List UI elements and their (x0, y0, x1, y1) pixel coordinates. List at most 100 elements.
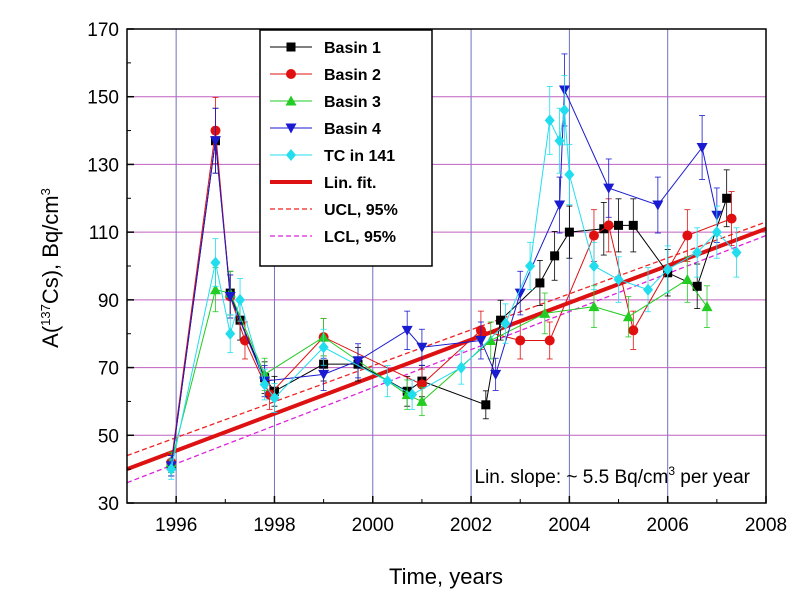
fit-line (126, 226, 767, 472)
data-point (652, 200, 664, 211)
data-point (235, 293, 246, 306)
data-point (614, 220, 624, 230)
data-point (416, 342, 428, 353)
fit-line (126, 234, 767, 484)
legend-marker (285, 123, 297, 134)
x-tick-label: 2002 (450, 515, 492, 536)
data-point (544, 114, 555, 127)
legend-label: Basin 1 (324, 40, 381, 57)
data-point (269, 392, 280, 405)
x-tick-label: 2008 (745, 515, 787, 536)
data-point (539, 307, 551, 318)
y-tick-label: 110 (89, 223, 119, 244)
y-tick-label: 170 (87, 20, 119, 41)
data-point (382, 375, 393, 388)
x-tick-label: 1998 (253, 515, 295, 536)
data-point (613, 273, 624, 286)
data-point (588, 301, 600, 312)
data-point (588, 230, 599, 241)
legend-label: TC in 141 (324, 148, 395, 165)
data-point (682, 230, 693, 241)
data-point (210, 256, 221, 269)
fit-lines (126, 221, 767, 484)
data-point (401, 325, 413, 336)
series-basin-4 (165, 53, 723, 477)
data-point (500, 317, 511, 330)
fit-line (126, 221, 767, 457)
data-point (318, 341, 329, 354)
data-point (535, 278, 545, 288)
data-point (209, 284, 221, 295)
legend-label: UCL, 95% (324, 202, 398, 219)
data-point (628, 325, 639, 336)
y-tick-label: 90 (98, 291, 119, 312)
legend-label: LCL, 95% (324, 229, 396, 246)
data-point (554, 200, 566, 211)
legend-box (259, 29, 433, 267)
data-point (662, 263, 673, 276)
data-point (514, 288, 526, 299)
data-point (692, 281, 702, 291)
data-point (692, 246, 703, 259)
x-tick-label: 2000 (352, 515, 394, 536)
data-point (731, 246, 742, 259)
legend-marker (286, 69, 296, 79)
data-point (554, 134, 565, 147)
data-point (701, 301, 713, 312)
data-point (407, 388, 418, 401)
data-point (209, 136, 221, 147)
legend-label: Basin 3 (324, 94, 381, 111)
series-points (165, 53, 742, 480)
data-point (224, 291, 236, 302)
data-point (559, 104, 570, 117)
x-tick-label: 2004 (548, 515, 591, 536)
data-point (525, 260, 536, 272)
data-point (485, 334, 497, 345)
y-axis-title: A(137Cs), Bq/cm3 (38, 188, 63, 348)
data-point (711, 226, 722, 239)
slope-annotation: Lin. slope: ~ 5.5 Bq/cm3 per year (475, 464, 751, 488)
legend-marker (286, 149, 296, 161)
data-point (696, 143, 708, 153)
data-point (643, 283, 654, 296)
data-point (490, 369, 502, 380)
data-point (628, 220, 638, 230)
data-point (225, 327, 236, 340)
data-point (564, 168, 575, 181)
data-point (550, 251, 560, 261)
legend-label: Lin. fit. (324, 175, 376, 192)
data-point (496, 315, 506, 325)
x-tick-label: 2006 (647, 515, 689, 536)
data-point (166, 463, 177, 476)
legend-label: Basin 4 (324, 121, 381, 138)
data-point (259, 378, 270, 391)
data-point (603, 220, 614, 231)
data-point (722, 193, 732, 203)
data-point (475, 335, 487, 346)
x-tick-label: 1996 (155, 515, 197, 536)
data-point (318, 369, 330, 380)
x-axis-title: Time, years (389, 564, 503, 589)
data-point (603, 183, 615, 194)
y-tick-label: 70 (98, 359, 119, 380)
data-point (352, 356, 364, 367)
y-tick-label: 30 (98, 494, 119, 515)
data-point (456, 361, 467, 374)
data-point (416, 395, 428, 406)
data-point (515, 335, 526, 346)
legend-marker (286, 42, 296, 52)
legend: Basin 1 Basin 2 Basin 3 Basin 4 TC in 141 Lin… (259, 29, 433, 267)
y-tick-label: 50 (98, 426, 119, 447)
data-point (622, 311, 634, 322)
data-point (726, 213, 737, 224)
legend-label: Basin 2 (324, 67, 381, 84)
data-point (481, 400, 491, 410)
y-tick-label: 150 (87, 88, 119, 109)
data-point (544, 335, 555, 346)
data-point (564, 227, 574, 237)
data-point (588, 260, 599, 272)
axis-ticks: 1996 1998 2000 2002 2004 2006 2008 30 50 70 90 110 1… (87, 20, 787, 536)
data-point (681, 274, 693, 285)
series-tc-in-141 (166, 75, 742, 480)
